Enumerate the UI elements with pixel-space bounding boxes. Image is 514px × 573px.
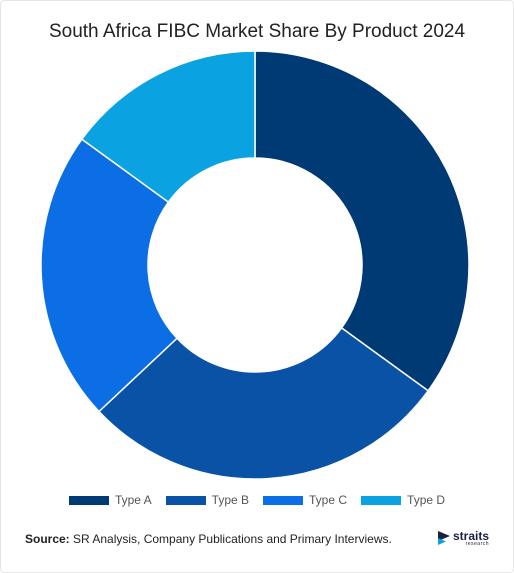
source-label: Source: — [25, 532, 70, 546]
legend-swatch — [68, 495, 109, 505]
legend-item-type-a: Type A — [68, 493, 152, 507]
logo-word: straits — [453, 528, 490, 543]
legend-item-type-d: Type D — [361, 493, 445, 507]
straits-logo-icon — [438, 531, 450, 545]
donut-chart — [40, 51, 470, 480]
chart-legend: Type A Type B Type C Type D — [1, 493, 513, 507]
straits-research-logo: straits research — [437, 529, 489, 547]
slice-type-a — [254, 51, 470, 392]
legend-swatch — [263, 495, 304, 505]
slice-type-d — [80, 51, 256, 204]
logo-sub: research — [465, 540, 490, 547]
legend-label: Type D — [407, 493, 446, 507]
legend-item-type-b: Type B — [165, 493, 250, 507]
legend-swatch — [165, 495, 206, 505]
legend-label: Type B — [211, 493, 250, 507]
legend-swatch — [361, 495, 402, 505]
legend-label: Type C — [309, 493, 348, 507]
slice-type-b — [97, 326, 430, 480]
legend-label: Type A — [114, 493, 152, 507]
chart-title: South Africa FIBC Market Share By Produc… — [48, 21, 466, 42]
source-note: Source: SR Analysis, Company Publication… — [25, 532, 392, 546]
legend-item-type-c: Type C — [263, 493, 347, 507]
source-text: SR Analysis, Company Publications and Pr… — [69, 532, 392, 546]
slice-type-c — [40, 138, 179, 413]
